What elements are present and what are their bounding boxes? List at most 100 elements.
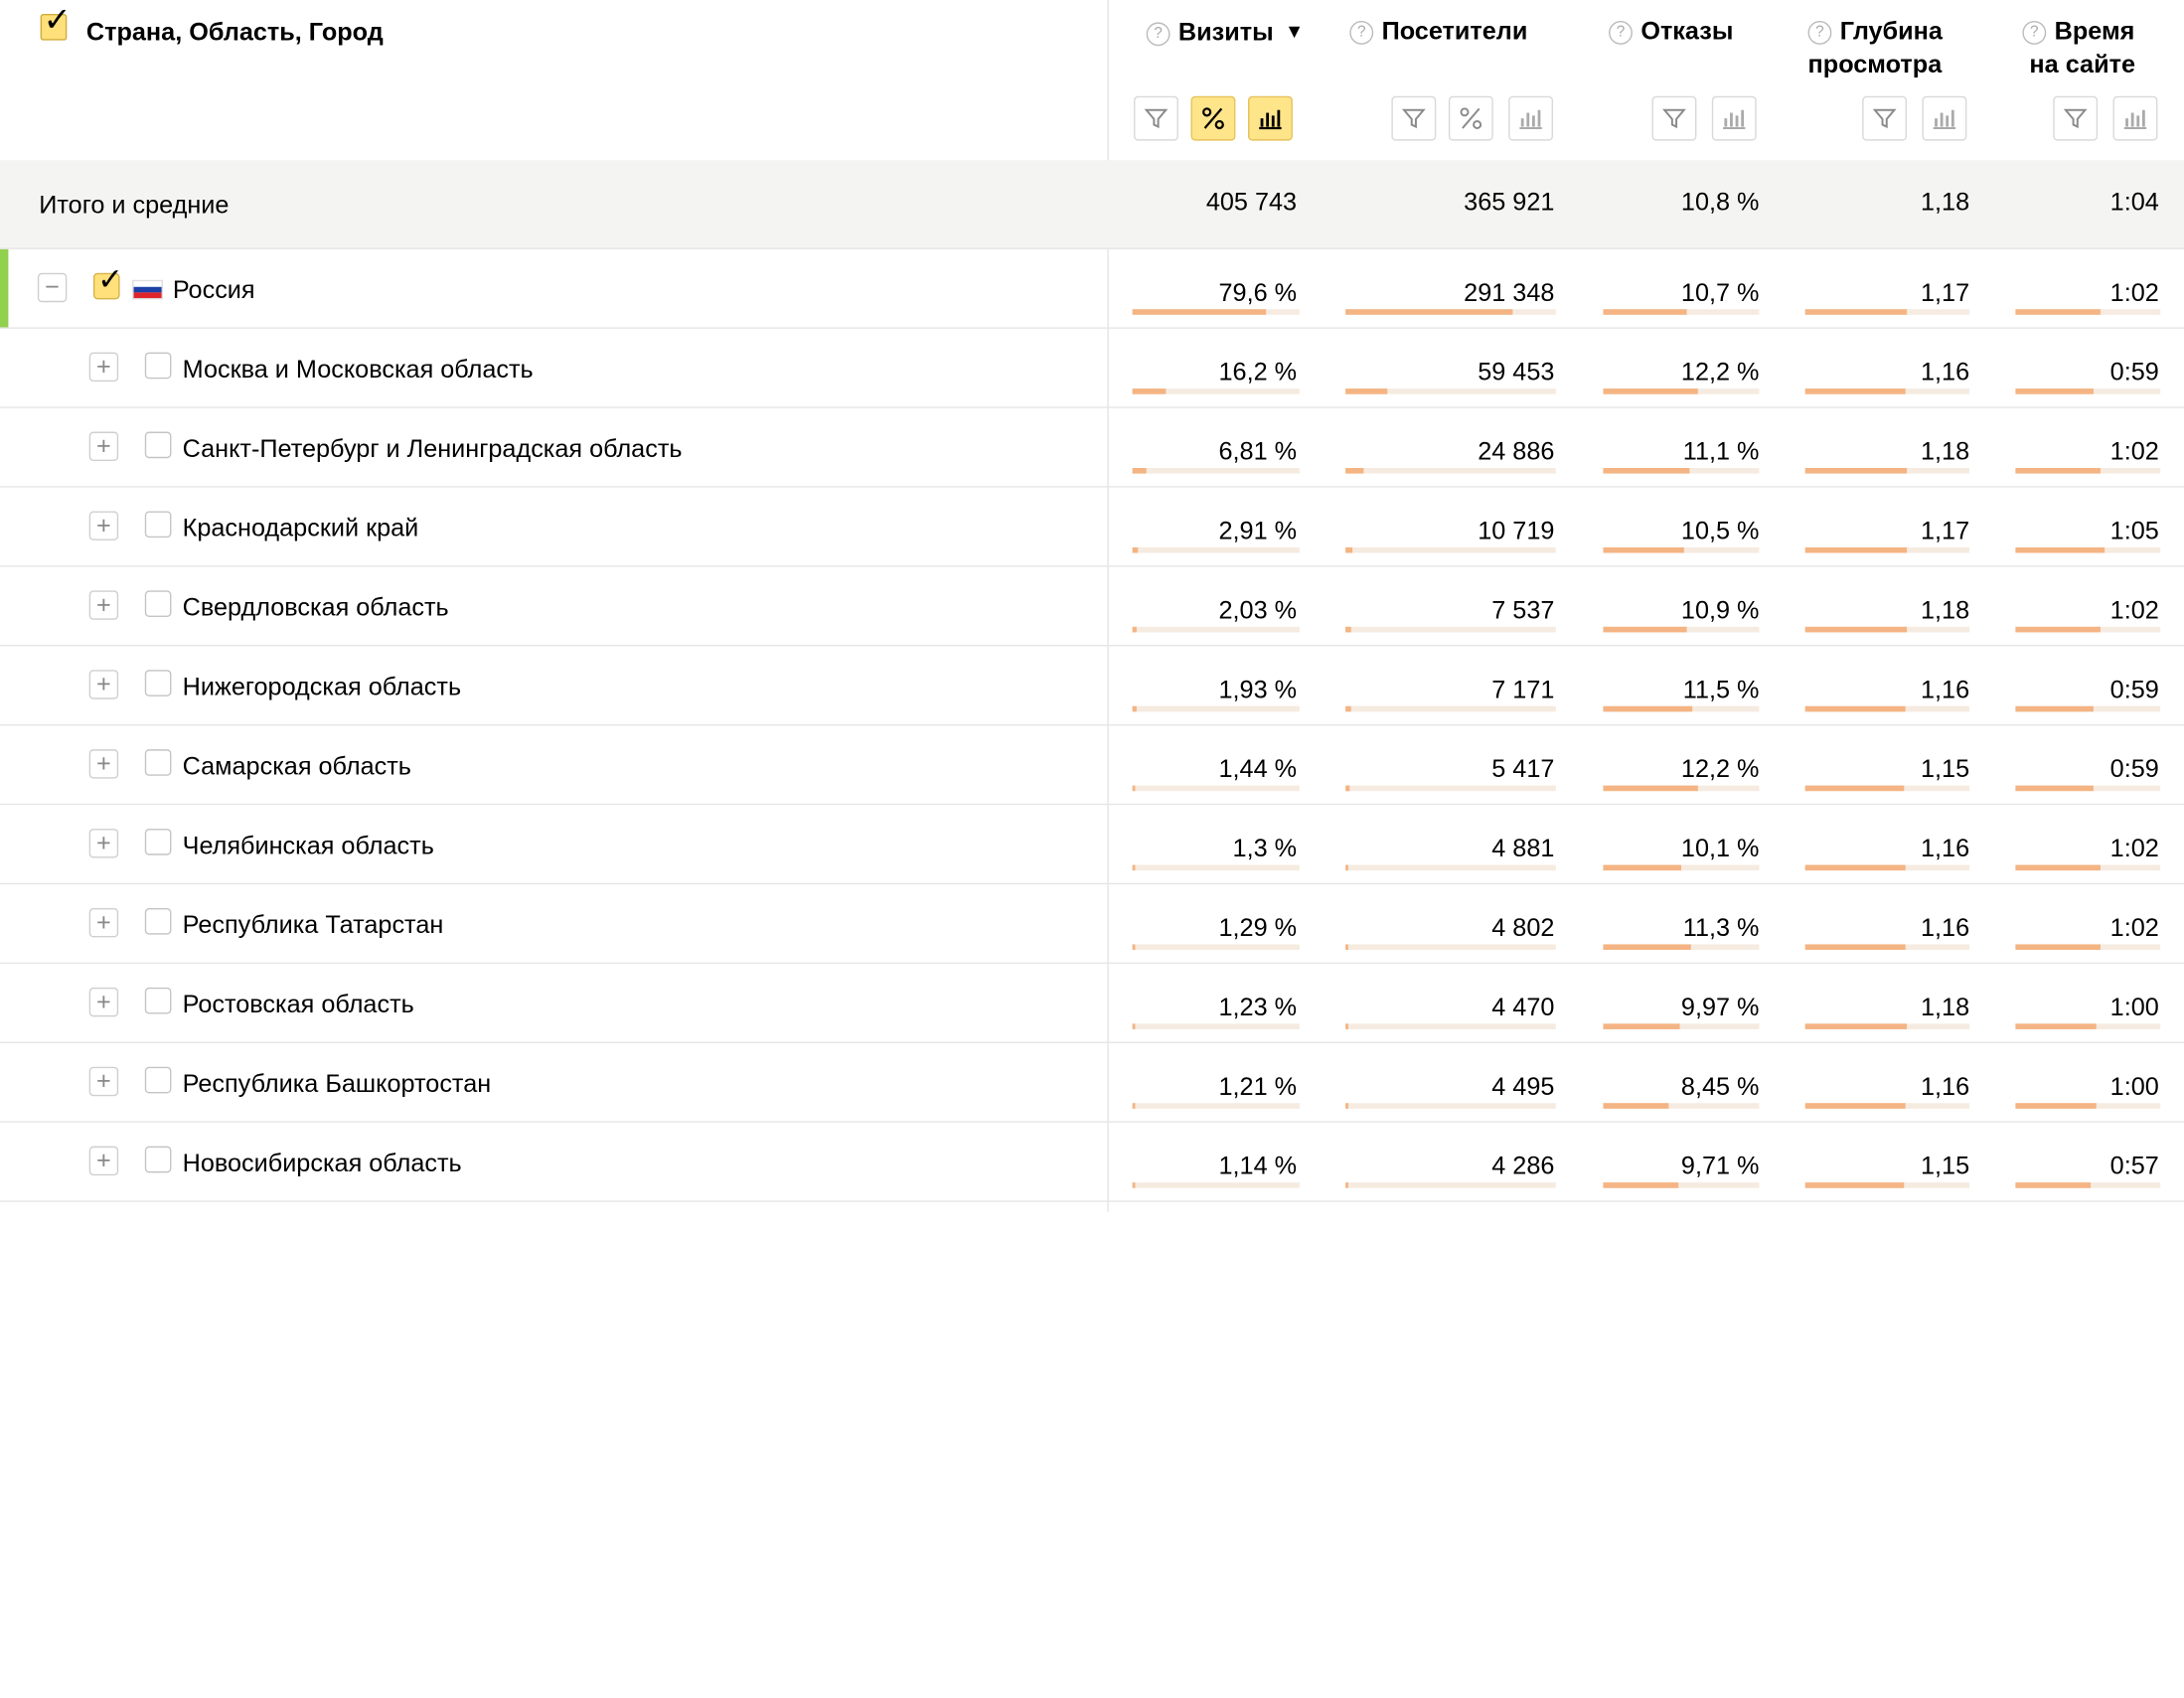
expand-icon[interactable]: + xyxy=(88,987,119,1017)
bar-depth xyxy=(1804,1182,1970,1188)
visitors-bars-button[interactable] xyxy=(1508,95,1554,141)
table-row[interactable]: + Самарская область 1,44 % 5 417 12,2 % 1,15 0… xyxy=(0,725,2184,806)
bar-visits xyxy=(1132,1103,1300,1109)
expand-icon[interactable]: + xyxy=(88,907,119,938)
column-header-bounce[interactable]: ? Отказы xyxy=(1609,14,1733,48)
bar-depth xyxy=(1804,785,1970,792)
row-name[interactable]: Россия xyxy=(172,275,255,304)
row-name[interactable]: Нижегородская область xyxy=(182,673,462,701)
table-row[interactable]: + Нижегородская область 1,93 % 7 171 11,5 % 1… xyxy=(0,646,2184,726)
visits-bars-button[interactable] xyxy=(1248,95,1293,141)
cell-visits: 1,23 % xyxy=(1218,993,1298,1021)
table-row[interactable]: + Ростовская область 1,23 % 4 470 9,97 % 1,18… xyxy=(0,964,2184,1043)
row-checkbox[interactable] xyxy=(144,749,172,776)
expand-icon[interactable]: + xyxy=(88,1146,119,1176)
cell-depth: 1,16 xyxy=(1921,1072,1970,1101)
help-icon[interactable]: ? xyxy=(1609,21,1633,45)
bar-depth xyxy=(1804,1103,1970,1109)
cell-time: 1:02 xyxy=(2109,834,2159,862)
row-checkbox[interactable] xyxy=(144,907,172,935)
row-checkbox[interactable] xyxy=(144,431,172,459)
table-row[interactable]: + Свердловская область 2,03 % 7 537 10,9 % 1,… xyxy=(0,567,2184,647)
bar-time xyxy=(2015,546,2161,553)
row-name[interactable]: Республика Татарстан xyxy=(182,910,444,939)
expand-icon[interactable]: + xyxy=(88,352,119,383)
bar-chart-icon xyxy=(1720,106,1748,131)
visitors-filter-button[interactable] xyxy=(1391,95,1437,141)
table-row[interactable]: − ✓ Россия 79,6 % 291 348 10,7 % 1,17 1:02 xyxy=(0,248,2184,329)
expand-icon[interactable]: + xyxy=(88,431,119,461)
table-row[interactable]: + Республика Татарстан 1,29 % 4 802 11,3 % 1,… xyxy=(0,884,2184,965)
row-name[interactable]: Краснодарский край xyxy=(182,514,419,542)
bar-chart-icon xyxy=(1931,106,1958,131)
expand-icon[interactable]: + xyxy=(88,511,119,540)
row-checkbox[interactable]: ✓ xyxy=(92,262,123,300)
row-checkbox[interactable] xyxy=(144,987,172,1014)
help-icon[interactable]: ? xyxy=(2022,21,2047,45)
expand-icon[interactable]: + xyxy=(88,1066,119,1097)
time-bars-button[interactable] xyxy=(2112,95,2158,141)
column-header-visits[interactable]: ? Визиты ▼ xyxy=(1146,14,1305,49)
expand-icon[interactable]: + xyxy=(88,749,119,779)
depth-bars-button[interactable] xyxy=(1922,95,1967,141)
column-header-visitors[interactable]: ? Посетители xyxy=(1349,14,1527,48)
row-name[interactable]: Ростовская область xyxy=(182,990,414,1018)
row-name[interactable]: Республика Башкортостан xyxy=(182,1069,492,1098)
help-icon[interactable]: ? xyxy=(1349,21,1374,45)
row-checkbox[interactable] xyxy=(144,1146,172,1173)
cell-time: 1:02 xyxy=(2109,913,2159,942)
expand-icon[interactable]: + xyxy=(88,829,119,858)
bounce-filter-button[interactable] xyxy=(1651,95,1697,141)
expand-icon[interactable]: + xyxy=(88,590,119,620)
bar-bounce xyxy=(1603,388,1760,394)
visitors-percent-button[interactable] xyxy=(1448,95,1493,141)
bar-depth xyxy=(1804,705,1970,712)
bar-time xyxy=(2015,944,2161,951)
bounce-bars-button[interactable] xyxy=(1711,95,1757,141)
row-name[interactable]: Свердловская область xyxy=(182,593,449,622)
select-all-checkbox[interactable]: ✓ xyxy=(40,1,72,41)
table-row[interactable]: + Москва и Московская область 16,2 % 59 453… xyxy=(0,329,2184,408)
table-row[interactable]: + Республика Башкортостан 1,21 % 4 495 8,45 … xyxy=(0,1043,2184,1123)
cell-visitors: 7 537 xyxy=(1491,595,1555,625)
table-row[interactable]: + Краснодарский край 2,91 % 10 719 10,5 % 1,1… xyxy=(0,488,2184,567)
cell-time: 0:59 xyxy=(2109,754,2159,783)
row-name[interactable]: Самарская область xyxy=(182,751,411,781)
row-checkbox[interactable] xyxy=(144,352,172,380)
visits-filter-button[interactable] xyxy=(1134,95,1178,141)
help-icon[interactable]: ? xyxy=(1807,21,1832,45)
cell-visitors: 4 802 xyxy=(1491,913,1555,942)
table-row[interactable]: + Челябинская область 1,3 % 4 881 10,1 % 1,16… xyxy=(0,805,2184,885)
cell-visits: 1,93 % xyxy=(1218,675,1298,703)
row-checkbox[interactable] xyxy=(144,590,172,617)
row-name[interactable]: Челябинская область xyxy=(182,831,434,859)
row-checkbox[interactable] xyxy=(144,1066,172,1094)
collapse-icon[interactable]: − xyxy=(37,272,68,303)
time-filter-button[interactable] xyxy=(2053,95,2099,141)
depth-filter-button[interactable] xyxy=(1862,95,1908,141)
cell-depth: 1,16 xyxy=(1921,675,1970,703)
totals-time: 1:04 xyxy=(2109,188,2159,217)
column-header-depth[interactable]: ? Глубина просмотра xyxy=(1807,16,1943,78)
help-icon[interactable]: ? xyxy=(1146,22,1170,47)
dimension-title[interactable]: Страна, Область, Город xyxy=(85,18,384,47)
row-name[interactable]: Санкт-Петербург и Ленинградская область xyxy=(182,434,683,463)
row-checkbox[interactable] xyxy=(144,829,172,855)
bar-visits xyxy=(1132,626,1300,633)
percent-icon xyxy=(1459,106,1483,131)
row-name[interactable]: Новосибирская область xyxy=(182,1149,462,1177)
table-row[interactable]: + Новосибирская область 1,14 % 4 286 9,71 % 1… xyxy=(0,1123,2184,1202)
bar-time xyxy=(2015,1023,2161,1029)
row-name[interactable]: Москва и Московская область xyxy=(182,355,534,384)
visits-percent-button[interactable] xyxy=(1190,95,1236,141)
sort-desc-icon[interactable]: ▼ xyxy=(1284,19,1305,43)
cell-time: 1:02 xyxy=(2109,278,2159,307)
row-checkbox[interactable] xyxy=(144,670,172,696)
bar-visitors xyxy=(1345,944,1556,951)
table-row[interactable]: + Санкт-Петербург и Ленинградская область… xyxy=(0,408,2184,488)
cell-visitors: 4 495 xyxy=(1491,1072,1555,1101)
expand-icon[interactable]: + xyxy=(88,670,119,699)
cell-visitors: 291 348 xyxy=(1464,278,1555,307)
row-checkbox[interactable] xyxy=(144,511,172,539)
column-header-time[interactable]: ? Время на сайте xyxy=(2022,14,2135,80)
